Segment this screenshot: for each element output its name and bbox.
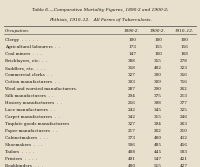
Text: 168: 168 (180, 52, 188, 56)
Text: Cabinetmakers  .  .  .: Cabinetmakers . . . (5, 136, 48, 140)
Text: 156: 156 (180, 45, 188, 49)
Text: 147: 147 (128, 52, 136, 56)
Text: 300: 300 (154, 73, 162, 77)
Text: 100: 100 (128, 38, 136, 42)
Text: 756: 756 (180, 80, 188, 84)
Text: Agricultural labourers  .  .: Agricultural labourers . . (5, 45, 60, 49)
Text: Tinplate goods manufacturers: Tinplate goods manufacturers (5, 122, 69, 126)
Text: 100: 100 (154, 38, 162, 42)
Text: 1910–12.: 1910–12. (174, 29, 194, 33)
Text: 456: 456 (180, 143, 188, 147)
Text: Hosiery manufacturers  .  .: Hosiery manufacturers . . (5, 101, 62, 105)
Text: 217: 217 (128, 129, 136, 133)
Text: Phthisis, 1910–12.   All Forms of Tuberculosis.: Phthisis, 1910–12. All Forms of Tubercul… (49, 18, 151, 22)
Text: Table 6.—Comparative Mortality Figures, 1890-2 and 1900-2;: Table 6.—Comparative Mortality Figures, … (32, 8, 168, 12)
Text: 412: 412 (180, 136, 188, 140)
Text: Printers  .  .  .  .: Printers . . . . (5, 157, 37, 161)
Text: Wool and worsted manufacturers.: Wool and worsted manufacturers. (5, 87, 77, 91)
Text: Occupation.: Occupation. (5, 29, 30, 33)
Text: 309: 309 (154, 80, 162, 84)
Text: Coal miners  .  .  .: Coal miners . . . (5, 52, 41, 56)
Text: Commercial clerks  .  .: Commercial clerks . . (5, 73, 52, 77)
Text: Bricklayers, etc.  .  .: Bricklayers, etc. . . (5, 59, 47, 63)
Text: Saddlers, etc.  .  .  .: Saddlers, etc. . . . (5, 66, 45, 70)
Text: 287: 287 (128, 87, 136, 91)
Text: 485: 485 (154, 143, 162, 147)
Text: 400: 400 (154, 136, 162, 140)
Text: 355: 355 (154, 59, 162, 63)
Text: 325: 325 (180, 108, 188, 112)
Text: 278: 278 (180, 59, 188, 63)
Text: 342: 342 (128, 115, 136, 119)
Text: 242: 242 (128, 108, 136, 112)
Text: 394: 394 (154, 122, 162, 126)
Text: Cotton manufacturers  .  .: Cotton manufacturers . . (5, 80, 59, 84)
Text: 262: 262 (180, 87, 188, 91)
Text: 388: 388 (128, 59, 136, 63)
Text: 480: 480 (128, 164, 136, 167)
Text: 421: 421 (180, 157, 188, 161)
Text: 213: 213 (180, 94, 188, 98)
Text: 506: 506 (128, 143, 136, 147)
Text: 345: 345 (154, 108, 162, 112)
Text: 402: 402 (154, 66, 162, 70)
Text: Silk manufacturers  .  .: Silk manufacturers . . (5, 94, 53, 98)
Text: 315: 315 (154, 115, 162, 119)
Text: 1900-2.: 1900-2. (150, 29, 166, 33)
Text: Bookbinders  .  .  .: Bookbinders . . . (5, 164, 43, 167)
Text: Tailors  .  .  .  .: Tailors . . . . (5, 150, 34, 154)
Text: 173: 173 (128, 45, 136, 49)
Text: 263: 263 (180, 122, 188, 126)
Text: 327: 327 (128, 73, 136, 77)
Text: 445: 445 (154, 150, 162, 154)
Text: 427: 427 (180, 164, 188, 167)
Text: 256: 256 (128, 101, 136, 105)
Text: 290: 290 (154, 87, 162, 91)
Text: Shoemakers  .  .  .: Shoemakers . . . (5, 143, 42, 147)
Text: 358: 358 (128, 66, 136, 70)
Text: Paper manufacturers  .  .: Paper manufacturers . . (5, 129, 57, 133)
Text: 294: 294 (128, 94, 136, 98)
Text: 1890-2.: 1890-2. (124, 29, 140, 33)
Text: 323: 323 (180, 66, 188, 70)
Text: 583: 583 (180, 150, 188, 154)
Text: 356: 356 (180, 73, 188, 77)
Text: 373: 373 (128, 136, 136, 140)
Text: 491: 491 (128, 157, 136, 161)
Text: 210: 210 (180, 129, 188, 133)
Text: 160: 160 (154, 52, 162, 56)
Text: 155: 155 (154, 45, 162, 49)
Text: Carpet manufacturers  .  .: Carpet manufacturers . . (5, 115, 60, 119)
Text: 515: 515 (154, 164, 162, 167)
Text: 408: 408 (128, 150, 136, 154)
Text: 303: 303 (128, 80, 136, 84)
Text: Clergy  .  .  .  .  .: Clergy . . . . . (5, 38, 38, 42)
Text: Lace manufacturers  .  .: Lace manufacturers . . (5, 108, 55, 112)
Text: 398: 398 (154, 101, 162, 105)
Text: 262: 262 (154, 129, 162, 133)
Text: 377: 377 (180, 101, 188, 105)
Text: 100: 100 (180, 38, 188, 42)
Text: 547: 547 (154, 157, 162, 161)
Text: 327: 327 (128, 122, 136, 126)
Text: 375: 375 (154, 94, 162, 98)
Text: 246: 246 (180, 115, 188, 119)
